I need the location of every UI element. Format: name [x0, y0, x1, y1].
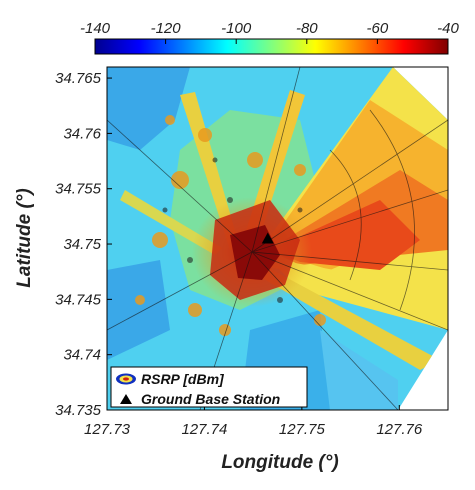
y-tick-label: 34.745	[55, 291, 102, 308]
x-tick-label: 127.74	[181, 421, 227, 438]
rsrp-legend-icon	[116, 373, 136, 385]
colorbar-tick-label: -40	[437, 20, 459, 37]
base-station-legend-icon	[120, 394, 132, 404]
x-tick-label: 127.75	[279, 421, 326, 438]
colorbar: -140 -120 -100 -80 -60 -40	[80, 20, 459, 55]
y-tick-label: 34.74	[63, 347, 101, 364]
y-tick-label: 34.735	[55, 402, 102, 419]
plot-frame	[106, 66, 449, 411]
y-axis-label: Latitude (°)	[14, 188, 35, 287]
y-tick-label: 34.755	[55, 181, 102, 198]
colorbar-tick-label: -80	[296, 20, 318, 37]
colorbar-tick-label: -100	[221, 20, 252, 37]
legend-box	[110, 366, 308, 408]
x-axis-ticks: 127.73 127.74 127.75 127.76	[84, 405, 423, 438]
legend-entry-rsrp: RSRP [dBm]	[141, 371, 225, 387]
colorbar-tick-label: -120	[151, 20, 182, 37]
y-tick-label: 34.75	[63, 236, 101, 253]
y-tick-label: 34.765	[55, 70, 102, 87]
coverage-heatmap	[107, 67, 448, 410]
y-axis-ticks: 34.735 34.74 34.745 34.75 34.755 34.76 34.765	[55, 70, 112, 419]
x-axis-label: Longitude (°)	[221, 452, 338, 473]
ground-base-station-marker	[261, 232, 274, 244]
colorbar-tick-label: -60	[367, 20, 389, 37]
colorbar-ticks: -140 -120 -100 -80 -60 -40	[80, 20, 459, 44]
legend-entry-base-station: Ground Base Station	[141, 391, 280, 407]
x-tick-label: 127.73	[84, 421, 131, 438]
colorbar-gradient	[94, 38, 449, 55]
legend: RSRP [dBm] Ground Base Station	[110, 366, 308, 408]
plot-area	[107, 67, 448, 410]
colorbar-tick-label: -140	[80, 20, 111, 37]
y-tick-label: 34.76	[63, 125, 101, 142]
x-tick-label: 127.76	[376, 421, 423, 438]
